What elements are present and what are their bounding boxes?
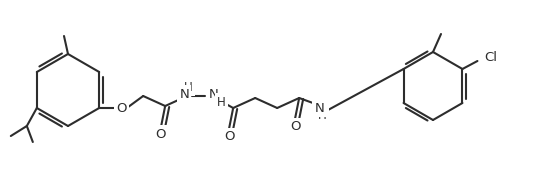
Text: H: H — [184, 81, 192, 94]
Text: O: O — [116, 102, 126, 115]
Text: N: N — [314, 102, 324, 115]
Text: H: H — [318, 108, 327, 121]
Text: N: N — [209, 87, 219, 100]
Text: Cl: Cl — [484, 51, 497, 63]
Text: H: H — [217, 95, 226, 108]
Text: O: O — [290, 121, 301, 134]
Text: N: N — [179, 87, 189, 100]
Text: O: O — [155, 127, 165, 140]
Text: O: O — [224, 131, 235, 144]
